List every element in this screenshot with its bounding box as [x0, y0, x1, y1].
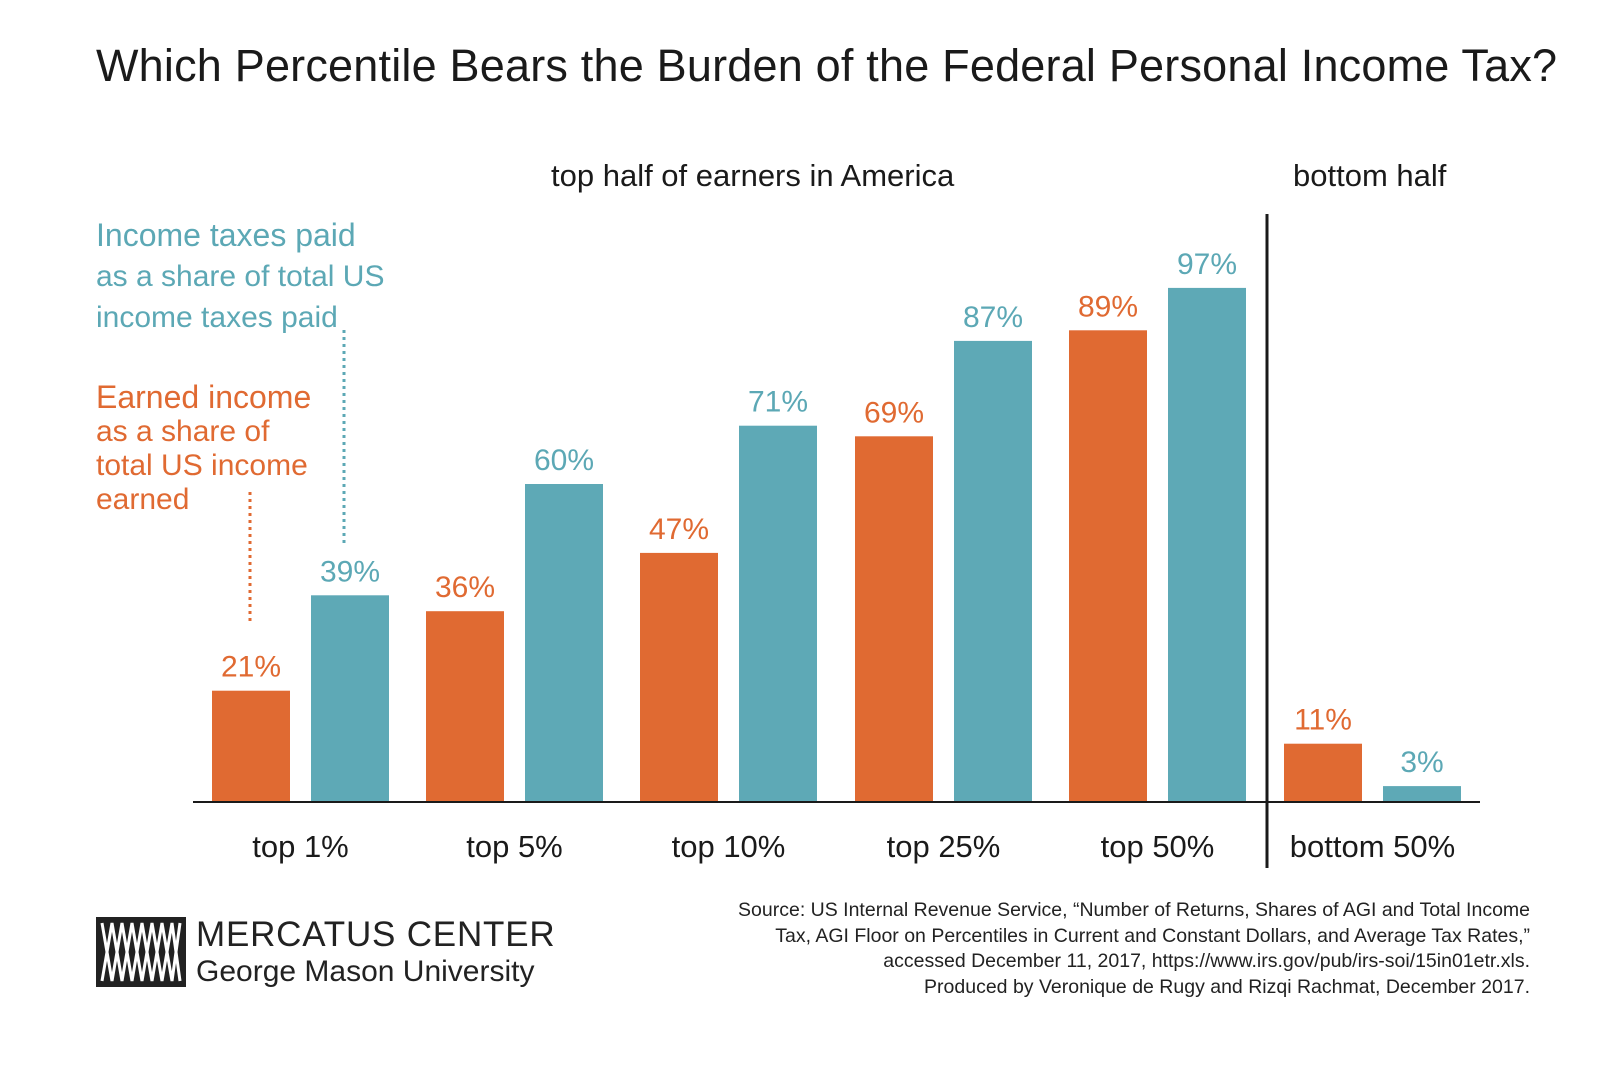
bar-income-4 [1069, 330, 1147, 802]
category-label-4: top 50% [1101, 829, 1215, 864]
legend-taxes-line3: income taxes paid [96, 301, 338, 334]
legend-income-line2: as a share of [96, 415, 270, 448]
data-label-income-2: 47% [649, 513, 709, 546]
bar-taxes-0 [311, 595, 389, 802]
legend-income-lead: Earned income [96, 379, 312, 415]
bar-taxes-3 [954, 340, 1032, 802]
data-label-taxes-1: 60% [534, 444, 594, 477]
data-label-income-5: 11% [1294, 704, 1352, 737]
legend-income: Earned income as a share of total US inc… [96, 380, 311, 517]
chart-title: Which Percentile Bears the Burden of the… [96, 40, 1558, 91]
source-line-4: Produced by Veronique de Rugy and Rizqi … [924, 975, 1530, 998]
logo-subtitle: George Mason University [196, 955, 535, 988]
bar-income-5 [1284, 743, 1362, 802]
bar-income-3 [855, 436, 933, 802]
group-label-top-half: top half of earners in America [551, 158, 955, 193]
data-label-income-0: 21% [221, 651, 281, 684]
category-label-0: top 1% [252, 829, 349, 864]
category-label-3: top 25% [887, 829, 1001, 864]
bar-income-0 [212, 690, 290, 802]
mercatus-logo: MERCATUS CENTER George Mason University [96, 915, 556, 995]
legend-taxes-lead: Income taxes paid [96, 217, 356, 253]
bar-taxes-5 [1383, 786, 1461, 802]
category-label-5: bottom 50% [1290, 829, 1455, 864]
source-line-3: accessed December 11, 2017, https://www.… [883, 950, 1530, 972]
data-label-income-1: 36% [435, 571, 495, 604]
bar-income-2 [640, 552, 718, 802]
data-label-taxes-2: 71% [748, 386, 808, 419]
source-note: Source: US Internal Revenue Service, “Nu… [630, 898, 1530, 1000]
source-line-1: Source: US Internal Revenue Service, “Nu… [738, 899, 1530, 921]
data-label-taxes-0: 39% [320, 555, 380, 588]
data-label-income-3: 69% [864, 396, 924, 429]
data-label-taxes-5: 3% [1400, 746, 1443, 779]
data-label-taxes-3: 87% [963, 301, 1023, 334]
legend-taxes: Income taxes paid as a share of total US… [96, 215, 385, 338]
bar-taxes-4 [1168, 287, 1246, 802]
category-label-1: top 5% [466, 829, 563, 864]
data-label-taxes-4: 97% [1177, 248, 1237, 281]
legend-income-line4: earned [96, 483, 190, 516]
mercatus-logo-mark-icon [96, 917, 186, 987]
group-label-bottom-half: bottom half [1293, 158, 1447, 193]
category-label-2: top 10% [672, 829, 786, 864]
source-line-2: Tax, AGI Floor on Percentiles in Current… [775, 924, 1530, 947]
legend-taxes-line2: as a share of total US [96, 260, 385, 293]
bar-taxes-2 [739, 425, 817, 802]
logo-name: MERCATUS CENTER [196, 915, 556, 954]
bar-taxes-1 [525, 484, 603, 802]
data-label-income-4: 89% [1078, 290, 1138, 323]
bar-income-1 [426, 611, 504, 802]
legend-income-line3: total US income [96, 449, 308, 482]
